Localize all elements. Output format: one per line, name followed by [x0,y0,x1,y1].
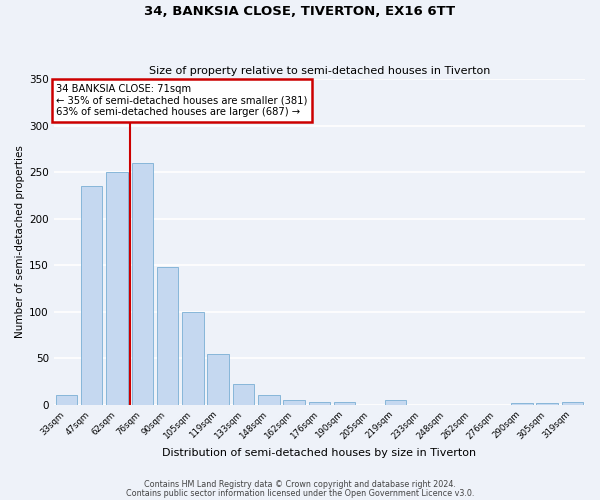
Bar [385,400,406,404]
Bar [157,267,178,404]
Title: Size of property relative to semi-detached houses in Tiverton: Size of property relative to semi-detach… [149,66,490,76]
Bar [536,403,558,404]
Bar [258,396,280,404]
Bar [56,396,77,404]
Text: 34, BANKSIA CLOSE, TIVERTON, EX16 6TT: 34, BANKSIA CLOSE, TIVERTON, EX16 6TT [145,5,455,18]
Bar [131,163,153,404]
Text: Contains public sector information licensed under the Open Government Licence v3: Contains public sector information licen… [126,489,474,498]
Bar [106,172,128,404]
Bar [283,400,305,404]
Bar [562,402,583,404]
Bar [233,384,254,404]
Bar [511,403,533,404]
Y-axis label: Number of semi-detached properties: Number of semi-detached properties [15,146,25,338]
X-axis label: Distribution of semi-detached houses by size in Tiverton: Distribution of semi-detached houses by … [163,448,476,458]
Bar [81,186,103,404]
Bar [182,312,203,404]
Bar [334,402,355,404]
Bar [208,354,229,405]
Text: Contains HM Land Registry data © Crown copyright and database right 2024.: Contains HM Land Registry data © Crown c… [144,480,456,489]
Bar [308,402,330,404]
Text: 34 BANKSIA CLOSE: 71sqm
← 35% of semi-detached houses are smaller (381)
63% of s: 34 BANKSIA CLOSE: 71sqm ← 35% of semi-de… [56,84,308,117]
